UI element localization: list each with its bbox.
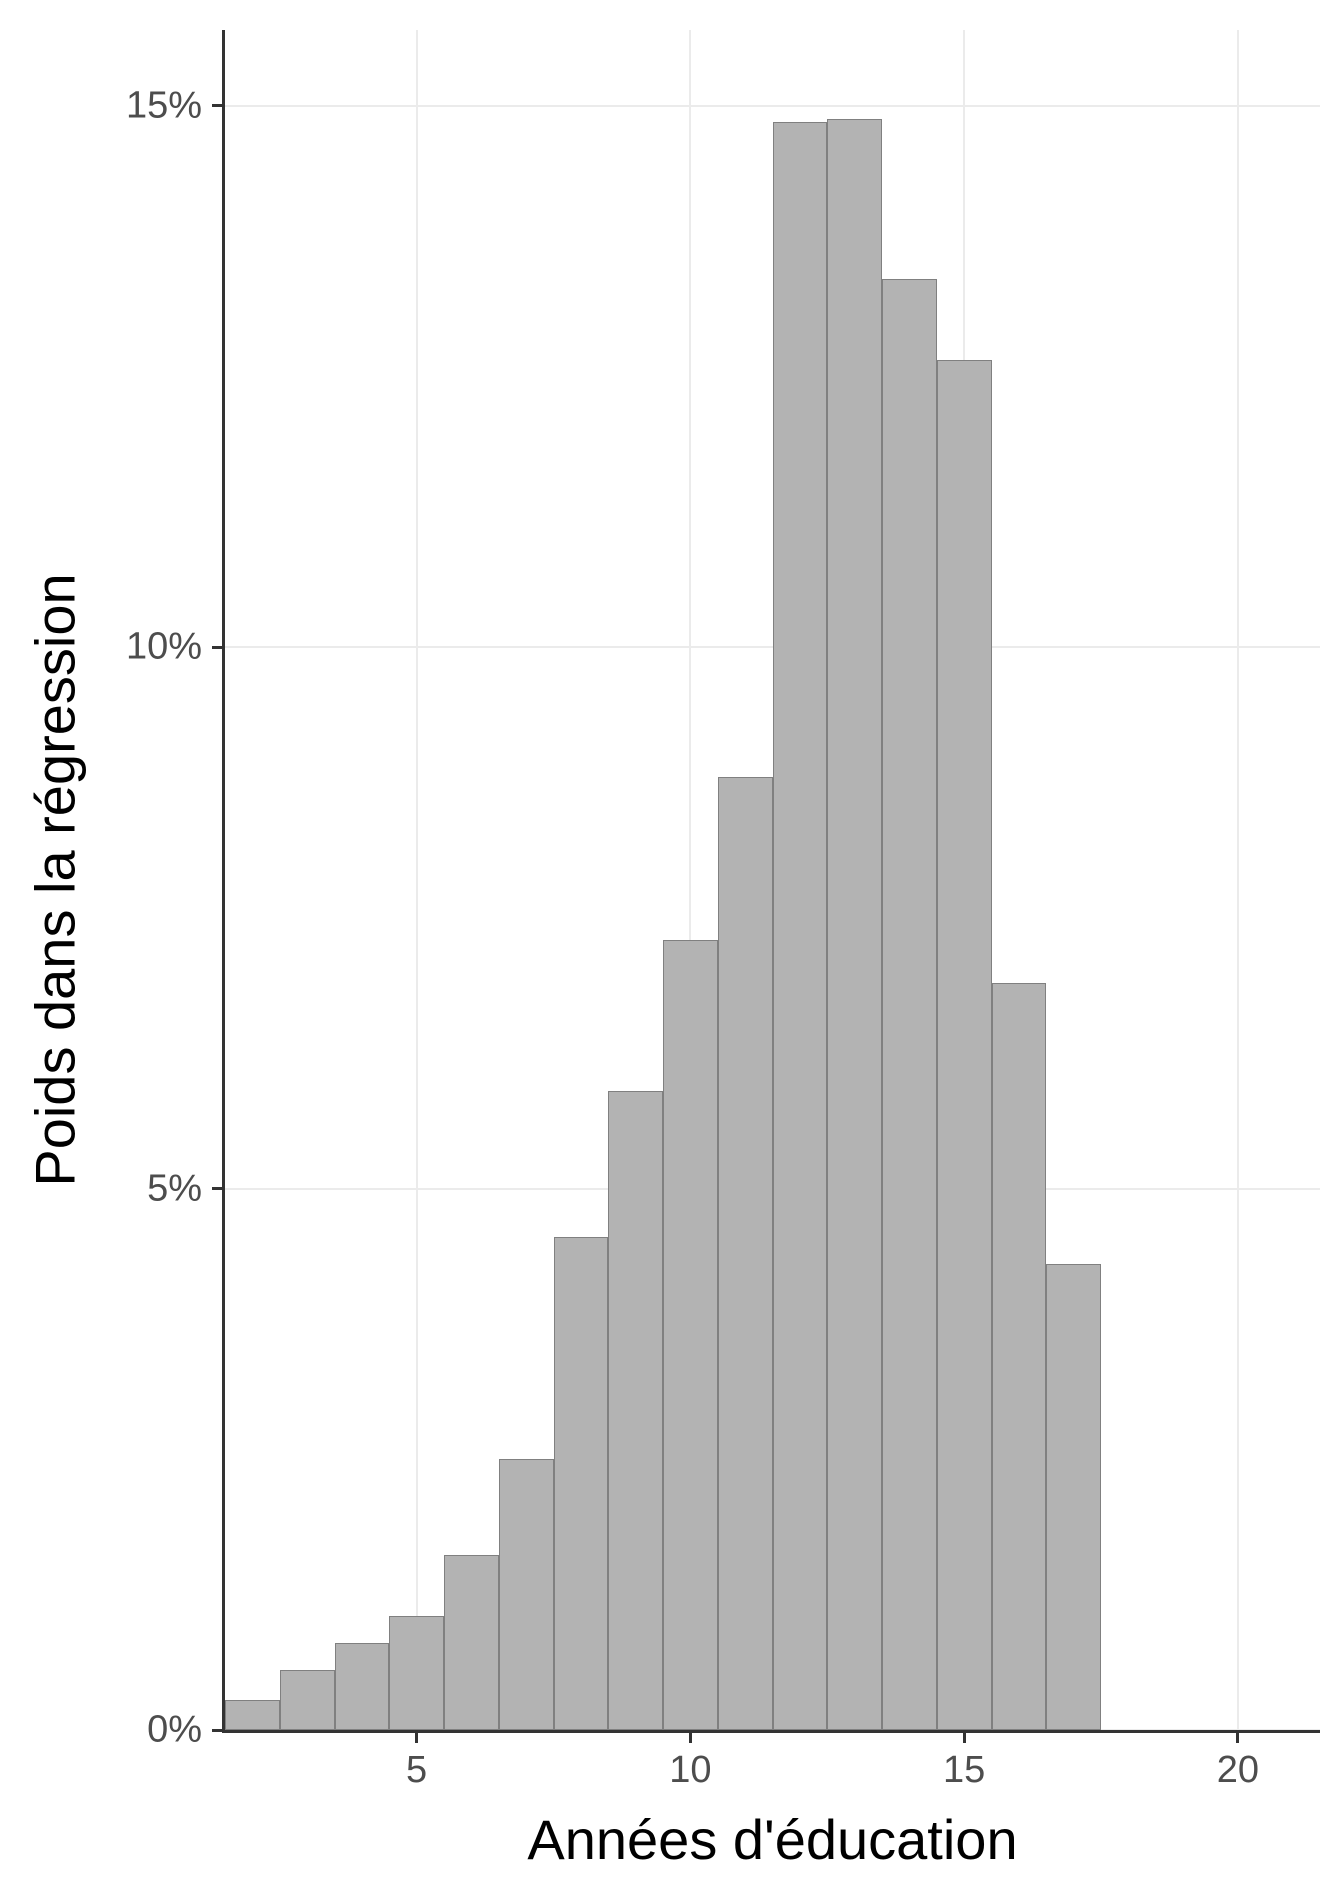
y-tick-label: 10% — [126, 626, 202, 669]
histogram-bar — [773, 122, 828, 1730]
x-tick — [963, 1733, 966, 1743]
y-tick-label: 5% — [147, 1167, 202, 1210]
y-tick-label: 15% — [126, 84, 202, 127]
histogram-bar — [663, 940, 718, 1730]
x-tick-label: 15 — [943, 1749, 985, 1792]
x-tick-label: 10 — [669, 1749, 711, 1792]
histogram-bar — [280, 1670, 335, 1730]
histogram-bar — [992, 983, 1047, 1730]
grid-vertical — [416, 30, 418, 1730]
histogram-bar — [225, 1700, 280, 1730]
histogram-bar — [827, 119, 882, 1730]
x-tick — [415, 1733, 418, 1743]
x-axis-line — [225, 1730, 1320, 1733]
y-axis-line — [222, 30, 225, 1733]
y-tick — [212, 1729, 222, 1732]
histogram-bar — [554, 1237, 609, 1730]
grid-horizontal — [225, 105, 1320, 107]
histogram-bar — [389, 1616, 444, 1730]
y-tick — [212, 1187, 222, 1190]
histogram-bar — [718, 777, 773, 1730]
histogram-chart: Poids dans la régression Années d'éducat… — [0, 0, 1344, 1881]
x-tick — [689, 1733, 692, 1743]
y-tick — [212, 104, 222, 107]
grid-vertical — [1237, 30, 1239, 1730]
x-tick-label: 5 — [406, 1749, 427, 1792]
x-tick — [1236, 1733, 1239, 1743]
histogram-bar — [335, 1643, 390, 1730]
histogram-bar — [882, 279, 937, 1730]
y-tick-label: 0% — [147, 1709, 202, 1752]
histogram-bar — [1046, 1264, 1101, 1730]
histogram-bar — [499, 1459, 554, 1730]
y-axis-title: Poids dans la régression — [23, 573, 88, 1186]
histogram-bar — [937, 360, 992, 1730]
x-tick-label: 20 — [1217, 1749, 1259, 1792]
y-tick — [212, 646, 222, 649]
histogram-bar — [444, 1555, 499, 1730]
x-axis-title: Années d'éducation — [527, 1807, 1017, 1872]
histogram-bar — [608, 1091, 663, 1730]
